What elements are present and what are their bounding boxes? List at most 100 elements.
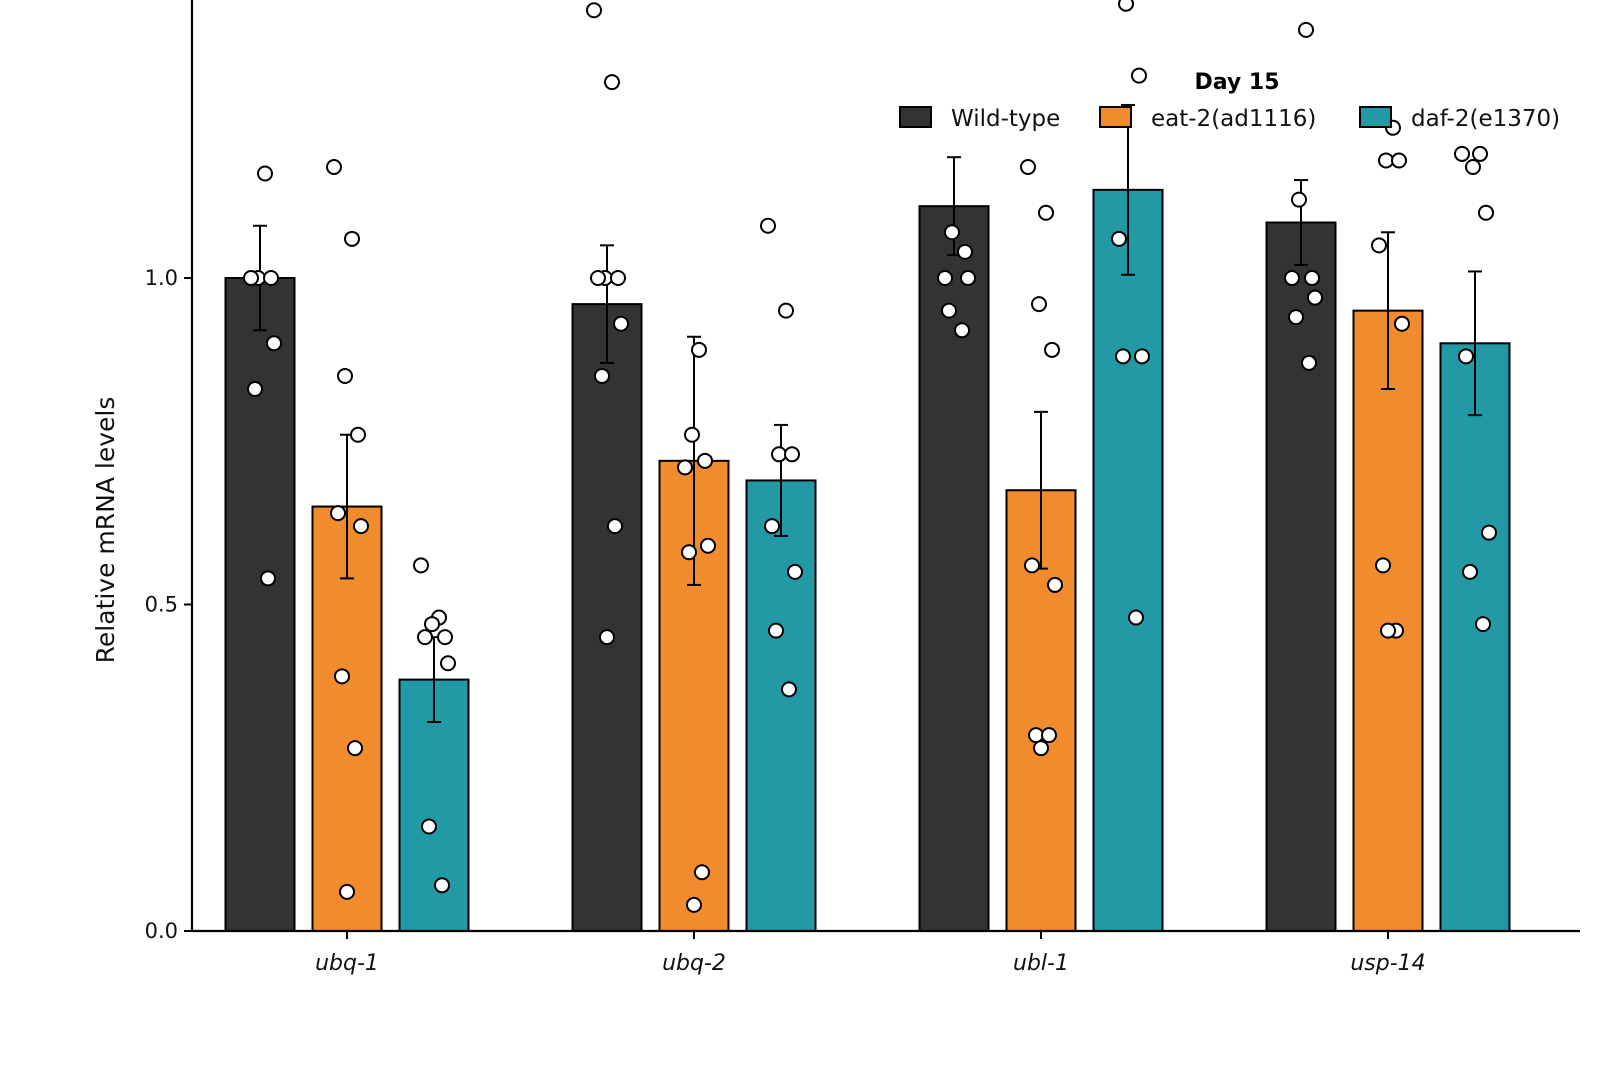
data-point [1031, 296, 1047, 313]
data-point [330, 505, 346, 522]
data-point [353, 518, 369, 535]
data-point [257, 165, 273, 182]
data-point [1131, 67, 1147, 84]
data-point [760, 217, 776, 234]
data-point [941, 302, 957, 319]
data-point [781, 681, 797, 698]
data-point [337, 367, 353, 384]
data-point [1284, 270, 1300, 286]
data-point [1378, 152, 1394, 169]
data-point [677, 459, 693, 476]
data-point [1115, 348, 1131, 365]
bar [571, 303, 643, 932]
data-point [1020, 158, 1036, 175]
data-point [424, 616, 440, 633]
x-tick-label: ubq-2 [662, 951, 726, 976]
legend-label: daf-2(e1370) [1411, 106, 1560, 132]
data-point [694, 864, 710, 881]
data-point [260, 570, 276, 587]
data-point [1047, 576, 1063, 593]
data-point [944, 224, 960, 241]
data-point [1288, 309, 1304, 326]
x-tick-label: ubq-1 [315, 951, 379, 976]
data-point [243, 270, 259, 286]
data-point [599, 629, 615, 646]
data-point [613, 315, 629, 332]
data-point [1024, 557, 1040, 574]
data-point [1481, 524, 1497, 541]
data-point [344, 230, 360, 247]
data-point [1465, 158, 1481, 175]
legend-label: Wild-type [951, 106, 1060, 132]
data-point [347, 740, 363, 757]
data-point [326, 158, 342, 175]
data-point [413, 557, 429, 574]
data-point [604, 74, 620, 91]
data-point [764, 518, 780, 535]
data-point [957, 243, 973, 260]
data-point [590, 270, 606, 286]
legend-title: Day 15 [1194, 70, 1279, 95]
legend: Day 15 Wild-type eat-2(ad1116) daf-2(e1370) [899, 70, 1560, 132]
data-point [437, 629, 453, 646]
data-point [421, 818, 437, 835]
data-point [339, 883, 355, 900]
bar [1439, 342, 1511, 932]
x-tick-label: ubl-1 [1013, 951, 1069, 976]
data-point [1118, 0, 1134, 12]
data-point [610, 270, 626, 286]
data-point [440, 655, 456, 672]
data-point [1458, 348, 1474, 365]
points-layer [243, 0, 1497, 913]
data-point [1028, 727, 1044, 744]
data-point [1472, 145, 1488, 162]
data-point [697, 452, 713, 469]
data-point [247, 381, 263, 398]
bar [224, 277, 296, 932]
legend-swatch [1359, 106, 1392, 128]
legend-label: eat-2(ad1116) [1151, 106, 1316, 132]
data-point [787, 563, 803, 580]
data-point [1044, 341, 1060, 358]
data-point [1301, 354, 1317, 371]
data-point [1375, 557, 1391, 574]
data-point [954, 322, 970, 339]
bar [1352, 309, 1424, 932]
data-point [1111, 230, 1127, 247]
data-point [1291, 191, 1307, 208]
data-point [607, 518, 623, 535]
data-point [1478, 204, 1494, 221]
data-point [334, 668, 350, 685]
legend-swatch [899, 106, 932, 128]
data-point [681, 544, 697, 561]
data-point [263, 270, 279, 286]
data-point [434, 877, 450, 894]
data-point [784, 446, 800, 463]
data-point [937, 270, 953, 286]
data-point [778, 302, 794, 319]
data-point [1394, 315, 1410, 332]
legend-swatch [1099, 106, 1132, 128]
y-tick-label: 1.0 [145, 266, 178, 290]
data-point [1307, 289, 1323, 306]
y-tick-label: 0.5 [145, 593, 178, 617]
bar [1092, 188, 1164, 933]
data-point [1304, 270, 1320, 286]
data-point [586, 2, 602, 19]
data-point [266, 335, 282, 352]
data-point [1298, 21, 1314, 38]
data-point [686, 896, 702, 913]
data-point [1391, 152, 1407, 169]
data-point [1041, 727, 1057, 744]
data-point [1475, 616, 1491, 633]
data-point [350, 426, 366, 443]
bar [745, 479, 817, 932]
data-point [594, 367, 610, 384]
x-tick-label: usp-14 [1350, 951, 1425, 976]
data-point [1371, 237, 1387, 254]
data-point [1128, 609, 1144, 626]
bar [1265, 221, 1337, 932]
data-point [768, 622, 784, 639]
